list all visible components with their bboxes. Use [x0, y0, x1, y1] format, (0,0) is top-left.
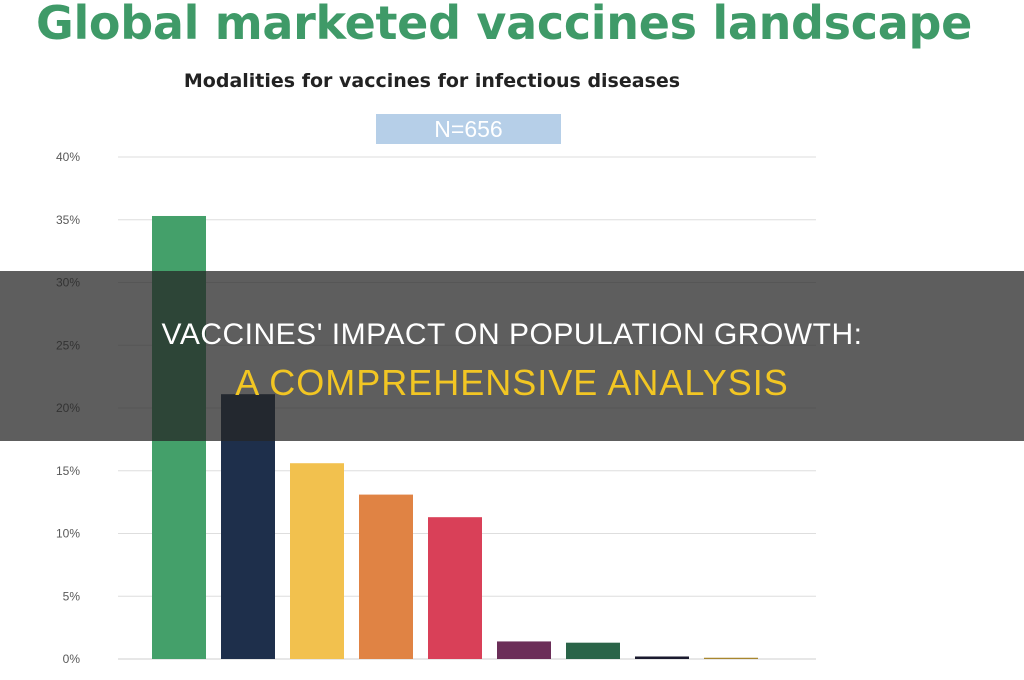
page-title: Global marketed vaccines landscape: [36, 0, 972, 50]
bar-9: [704, 657, 758, 659]
title-overlay-band: [0, 271, 1024, 441]
bar-7: [566, 642, 620, 659]
y-tick-label: 0%: [63, 652, 81, 666]
y-tick-label: 5%: [63, 589, 81, 603]
y-tick-label: 15%: [56, 464, 80, 478]
bar-5: [428, 517, 482, 659]
bar-3: [290, 463, 344, 659]
overlay-headline: VACCINES' IMPACT ON POPULATION GROWTH:: [161, 318, 863, 351]
y-tick-label: 35%: [56, 213, 80, 227]
bar-8: [635, 656, 689, 659]
y-tick-label: 40%: [56, 150, 80, 164]
bar-6: [497, 641, 551, 659]
y-tick-label: 10%: [56, 527, 80, 541]
sample-size-badge: N=656: [376, 114, 561, 144]
chart-title: Modalities for vaccines for infectious d…: [183, 70, 681, 92]
overlay-subheadline: A COMPREHENSIVE ANALYSIS: [235, 362, 789, 403]
bar-4: [359, 494, 413, 659]
